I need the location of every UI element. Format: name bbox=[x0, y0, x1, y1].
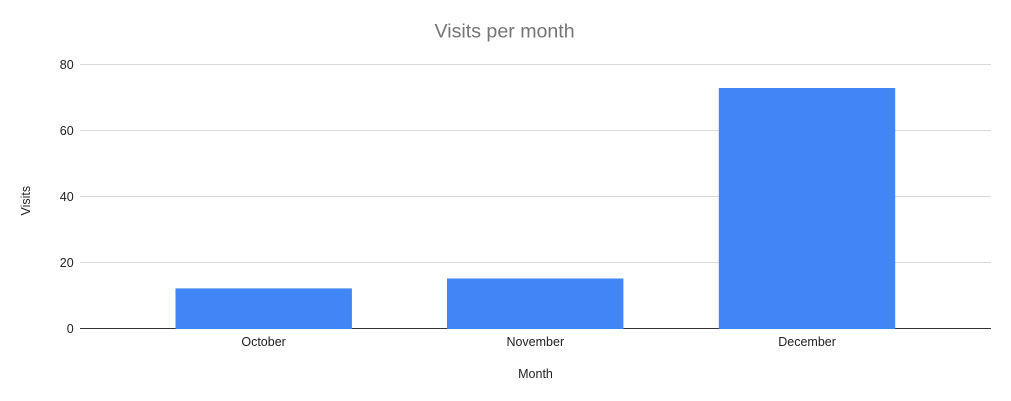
svg-text:October: October bbox=[241, 335, 285, 349]
svg-text:60: 60 bbox=[60, 124, 74, 138]
svg-text:20: 20 bbox=[60, 256, 74, 270]
svg-text:Month: Month bbox=[518, 367, 553, 381]
svg-text:40: 40 bbox=[60, 190, 74, 204]
svg-text:80: 80 bbox=[60, 58, 74, 72]
svg-text:Visits per month: Visits per month bbox=[435, 21, 575, 43]
svg-text:December: December bbox=[778, 335, 836, 349]
svg-text:Visits: Visits bbox=[19, 186, 33, 216]
svg-text:November: November bbox=[506, 335, 564, 349]
svg-text:0: 0 bbox=[67, 322, 74, 336]
